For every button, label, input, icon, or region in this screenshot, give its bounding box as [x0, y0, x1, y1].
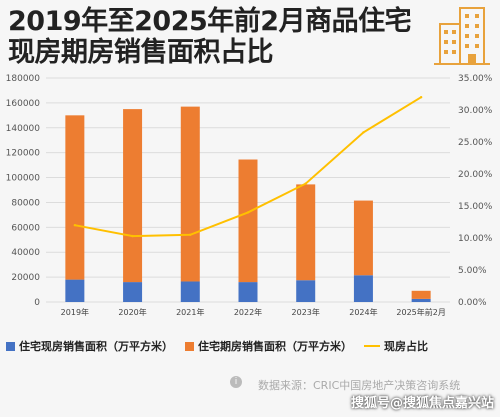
legend-swatch-existing	[6, 341, 15, 351]
y-left-tick-label: 140000	[6, 124, 41, 134]
y-left-tick-label: 40000	[11, 248, 40, 258]
bar-presale	[296, 184, 316, 281]
bar-presale	[411, 290, 431, 299]
legend-item-ratio: 现房占比	[364, 338, 428, 354]
chart-title: 2019年至2025年前2月商品住宅 现房期房销售面积占比	[8, 6, 428, 68]
y-left-tick-label: 180000	[6, 74, 41, 84]
y-right-tick-label: 25.00%	[458, 138, 493, 148]
legend-label-presale: 住宅期房销售面积（万平方米）	[198, 340, 352, 353]
x-tick-label: 2024年	[349, 307, 377, 317]
bar-existing	[296, 280, 316, 302]
bar-existing	[411, 298, 431, 302]
y-right-tick-label: 10.00%	[458, 234, 493, 244]
y-left-tick-label: 100000	[6, 174, 41, 184]
y-right-tick-label: 15.00%	[458, 202, 493, 212]
bar-presale	[123, 109, 143, 283]
legend-label-existing: 住宅现房销售面积（万平方米）	[19, 340, 173, 353]
bar-existing	[353, 275, 373, 302]
building-icon	[434, 7, 490, 65]
ratio-point	[131, 234, 134, 238]
legend-item-presale: 住宅期房销售面积（万平方米）	[185, 338, 352, 354]
watermark: 搜狐号@搜狐焦点嘉兴站	[350, 396, 494, 411]
x-tick-label: 2020年	[118, 307, 146, 317]
x-tick-label: 2019年	[61, 307, 89, 317]
x-tick-label: 2022年	[234, 307, 262, 317]
y-left-tick-label: 60000	[11, 223, 40, 233]
y-right-tick-label: 5.00%	[458, 266, 487, 276]
y-right-tick-label: 30.00%	[458, 106, 493, 116]
legend-label-ratio: 现房占比	[384, 340, 428, 353]
ratio-point	[362, 131, 365, 134]
legend-item-existing: 住宅现房销售面积（万平方米）	[6, 338, 173, 354]
ratio-point	[73, 224, 77, 227]
y-right-tick-label: 20.00%	[458, 170, 493, 180]
x-tick-label: 2023年	[292, 307, 320, 317]
bar-presale	[180, 106, 200, 282]
ratio-point	[304, 182, 307, 185]
y-left-tick-label: 120000	[6, 149, 41, 159]
bar-presale	[65, 115, 85, 280]
chart-area: 0 20000 40000 60000 80000 100000 120000 140000 1…	[6, 74, 493, 317]
ratio-point	[189, 233, 192, 236]
ratio-point	[246, 211, 250, 214]
bar-existing	[238, 282, 258, 302]
x-tick-label: 2025年前2月	[396, 307, 445, 317]
bar-existing	[123, 282, 143, 302]
bar-existing	[180, 281, 200, 302]
bar-presale	[353, 200, 373, 276]
y-left-tick-label: 160000	[6, 99, 41, 109]
legend-line-ratio	[364, 345, 380, 347]
info-icon: i	[230, 376, 242, 388]
title-line-1: 2019年至2025年前2月商品住宅	[8, 6, 412, 37]
ratio-point	[419, 96, 423, 99]
bar-existing	[65, 279, 85, 302]
legend: 住宅现房销售面积（万平方米） 住宅期房销售面积（万平方米） 现房占比	[6, 336, 496, 356]
legend-swatch-presale	[185, 341, 194, 351]
y-left-tick-label: 20000	[11, 273, 40, 283]
bar-presale	[238, 159, 258, 283]
y-right-tick-label: 35.00%	[458, 74, 493, 84]
title-line-2: 现房期房销售面积占比	[8, 37, 274, 68]
y-right-tick-label: 0.00%	[458, 298, 487, 308]
y-left-tick-label: 0	[34, 298, 40, 308]
x-tick-label: 2021年	[176, 307, 204, 317]
data-source: 数据来源：CRIC中国房地产决策咨询系统	[258, 379, 461, 392]
y-left-tick-label: 80000	[11, 198, 40, 208]
